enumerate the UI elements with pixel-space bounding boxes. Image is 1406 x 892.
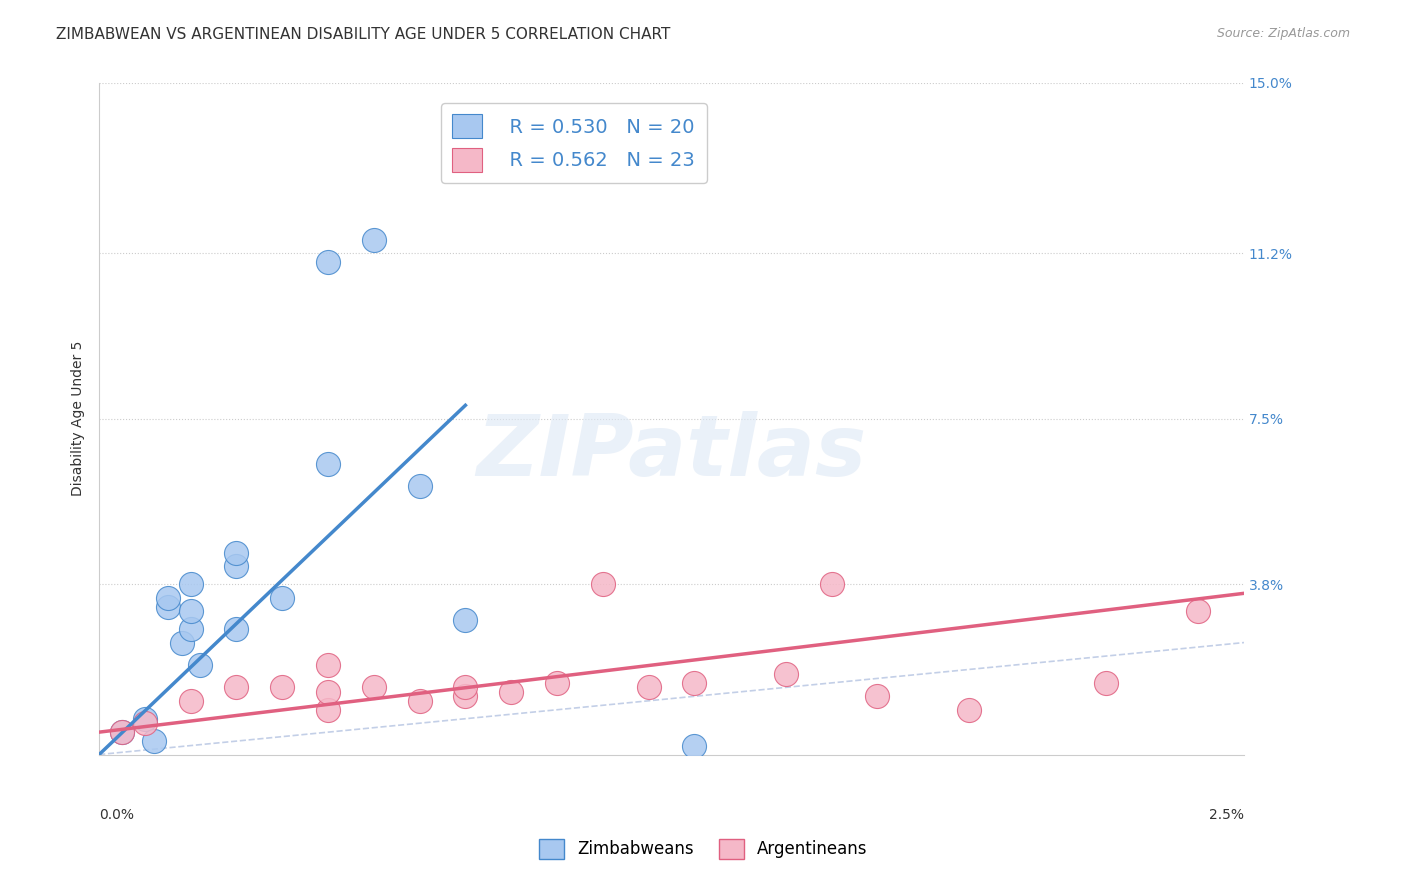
Point <box>271 681 294 695</box>
Legend:   R = 0.530   N = 20,   R = 0.562   N = 23: R = 0.530 N = 20, R = 0.562 N = 23 <box>441 103 707 183</box>
Point <box>683 676 706 690</box>
Text: ZIPatlas: ZIPatlas <box>477 411 866 494</box>
Point <box>316 658 339 673</box>
Point <box>957 703 980 717</box>
Point <box>683 739 706 753</box>
Point <box>271 591 294 605</box>
Point <box>188 658 211 673</box>
Point <box>134 716 156 731</box>
Point <box>225 681 247 695</box>
Text: 0.0%: 0.0% <box>100 808 134 822</box>
Point <box>134 712 156 726</box>
Point <box>156 599 179 614</box>
Point <box>408 479 430 493</box>
Point <box>225 559 247 574</box>
Point <box>592 577 614 591</box>
Legend: Zimbabweans, Argentineans: Zimbabweans, Argentineans <box>531 832 875 866</box>
Point <box>225 622 247 636</box>
Y-axis label: Disability Age Under 5: Disability Age Under 5 <box>72 341 86 497</box>
Point <box>111 725 134 739</box>
Point <box>408 694 430 708</box>
Point <box>454 690 477 704</box>
Point <box>316 685 339 699</box>
Point <box>156 591 179 605</box>
Point <box>454 681 477 695</box>
Point <box>180 622 202 636</box>
Point <box>363 681 385 695</box>
Point <box>170 635 193 649</box>
Point <box>1187 604 1209 618</box>
Point <box>225 546 247 560</box>
Text: ZIMBABWEAN VS ARGENTINEAN DISABILITY AGE UNDER 5 CORRELATION CHART: ZIMBABWEAN VS ARGENTINEAN DISABILITY AGE… <box>56 27 671 42</box>
Point <box>1095 676 1118 690</box>
Text: Source: ZipAtlas.com: Source: ZipAtlas.com <box>1216 27 1350 40</box>
Point <box>546 676 568 690</box>
Point <box>111 725 134 739</box>
Point <box>316 255 339 269</box>
Point <box>637 681 659 695</box>
Point <box>866 690 889 704</box>
Point <box>316 457 339 471</box>
Point <box>143 734 166 748</box>
Point <box>501 685 523 699</box>
Point <box>454 613 477 627</box>
Point <box>180 604 202 618</box>
Point <box>363 233 385 247</box>
Point <box>316 703 339 717</box>
Point <box>821 577 844 591</box>
Point <box>775 667 797 681</box>
Point <box>180 694 202 708</box>
Point <box>180 577 202 591</box>
Text: 2.5%: 2.5% <box>1209 808 1244 822</box>
